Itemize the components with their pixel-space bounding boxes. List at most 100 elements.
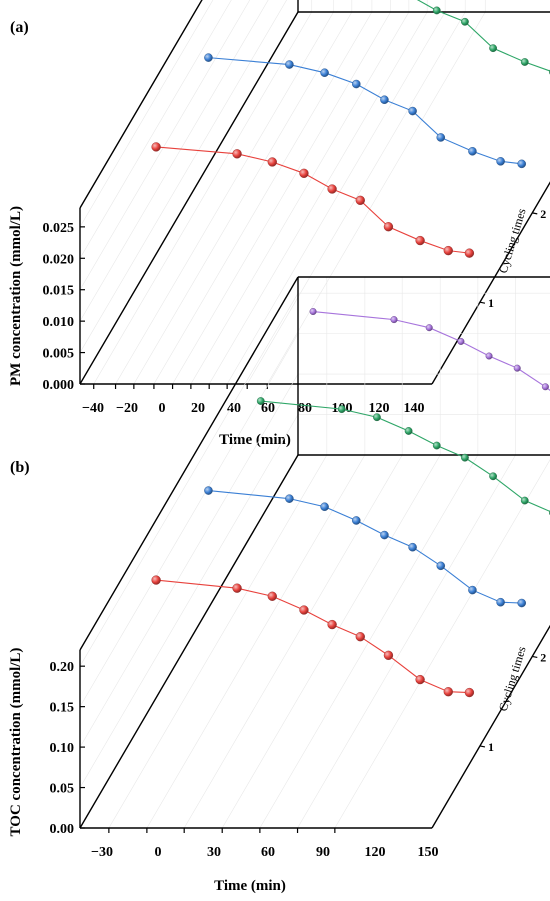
series-2-point xyxy=(352,516,361,525)
series-3-point xyxy=(337,405,346,414)
y-tick-label: 0.20 xyxy=(50,660,75,675)
series-2-point xyxy=(204,53,213,62)
series-3 xyxy=(416,0,550,75)
grid-line-y xyxy=(79,0,287,353)
axis-edge xyxy=(431,624,550,829)
series-1 xyxy=(151,142,475,258)
series-1-point xyxy=(267,591,277,601)
grid-line-y xyxy=(79,454,550,829)
series-3-point xyxy=(461,453,469,462)
series-1-point xyxy=(464,687,475,698)
z-tick-label: 1 xyxy=(488,740,494,754)
series-2-line xyxy=(208,490,522,604)
series-1 xyxy=(151,575,475,698)
z-tick-label: 2 xyxy=(540,650,546,664)
series-3-line xyxy=(260,400,550,513)
series-2-point xyxy=(285,60,294,69)
series-3-point xyxy=(489,472,497,481)
y-axis-title: PM concentration (mmol/L) xyxy=(8,206,24,386)
series-2-point xyxy=(320,68,329,77)
series-3-point xyxy=(373,413,381,422)
series-3-point xyxy=(404,427,413,435)
grid-line-x xyxy=(246,0,466,385)
series-1-point xyxy=(355,632,365,642)
series-3-point xyxy=(489,44,497,53)
y-tick-label: 0.025 xyxy=(43,221,75,236)
series-2-point xyxy=(408,542,417,552)
series-1-point xyxy=(151,142,161,152)
series-2-point xyxy=(352,79,361,89)
series-1-point xyxy=(464,248,475,258)
series-1-line xyxy=(156,579,470,694)
series-2-point xyxy=(496,157,505,166)
series-4-point xyxy=(390,316,398,324)
series-2-point xyxy=(517,159,526,169)
series-2-point xyxy=(285,494,294,503)
series-3-line xyxy=(416,0,550,72)
depth-axis-title: Cycling times xyxy=(496,644,529,712)
y-tick-label: 0.015 xyxy=(43,284,75,299)
x-axis-title: Time (min) xyxy=(214,878,286,894)
chart-panel-b: 0.000.050.100.150.20−3003060901201501234… xyxy=(8,276,550,894)
grid-line-y xyxy=(79,0,269,322)
axis-edge xyxy=(79,454,299,829)
series-2-point xyxy=(468,585,477,595)
gridlines xyxy=(79,0,550,385)
grid-line-x xyxy=(93,0,313,385)
series-3-point xyxy=(520,496,529,505)
series-1-point xyxy=(327,184,337,194)
x-tick-label: 120 xyxy=(369,401,390,416)
x-axis-title: Time (min) xyxy=(219,432,291,448)
series-2-point xyxy=(380,530,389,540)
axis-edge xyxy=(79,0,203,209)
series-1-point xyxy=(383,650,394,660)
series-2-point xyxy=(320,502,329,512)
series-1-point xyxy=(299,605,309,615)
x-tick-label: 60 xyxy=(261,401,275,416)
x-tick-label: 0 xyxy=(159,401,166,416)
z-tick-mark xyxy=(479,301,486,304)
series-2-point xyxy=(496,597,505,607)
grid-line-x xyxy=(190,0,410,385)
x-tick-label: 150 xyxy=(418,845,439,860)
series-4-point xyxy=(513,364,521,372)
series-1-point xyxy=(355,195,365,205)
axis-edge xyxy=(79,276,299,651)
series-3-point xyxy=(461,17,469,26)
grid-line-x xyxy=(297,277,516,829)
series-1-point xyxy=(383,222,394,232)
series-1-point xyxy=(443,687,453,697)
depth-axis-title: Cycling times xyxy=(496,206,529,274)
grid-line-y xyxy=(79,414,550,788)
series-3-point xyxy=(432,6,441,15)
y-tick-label: 0.010 xyxy=(43,315,75,330)
series-1-line xyxy=(156,146,470,254)
x-tick-label: 0 xyxy=(155,845,162,860)
y-tick-label: 0.10 xyxy=(50,741,75,756)
series-2-point xyxy=(436,561,446,571)
grid-line-y xyxy=(79,373,550,748)
axes-box xyxy=(79,276,550,829)
series-3-point xyxy=(520,58,529,66)
grid-line-x xyxy=(221,277,441,829)
grid-line-x xyxy=(183,277,403,829)
z-tick-mark xyxy=(532,655,538,659)
grid-line-x xyxy=(108,277,328,829)
grid-line-y xyxy=(79,292,550,667)
x-tick-label: 140 xyxy=(404,401,425,416)
x-tick-label: 90 xyxy=(316,845,330,860)
series-1-point xyxy=(232,149,242,159)
series-2-point xyxy=(517,598,526,608)
y-tick-label: 0.020 xyxy=(43,252,75,267)
series-1-point xyxy=(443,245,453,256)
grid-line-y xyxy=(79,0,251,290)
series-4-point xyxy=(309,308,317,316)
grid-line-x xyxy=(226,0,446,385)
series-1-point xyxy=(327,619,337,630)
z-tick-label: 1 xyxy=(488,296,494,310)
y-tick-label: 0.05 xyxy=(50,782,75,797)
y-axis-title: TOC concentration (mmol/L) xyxy=(8,648,24,837)
grid-line-x xyxy=(146,277,366,829)
grid-line-y xyxy=(79,333,550,707)
